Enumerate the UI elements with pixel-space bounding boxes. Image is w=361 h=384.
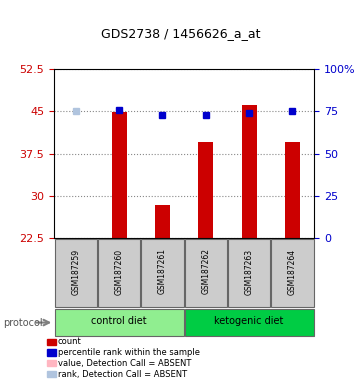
FancyBboxPatch shape bbox=[55, 309, 184, 336]
Text: GSM187259: GSM187259 bbox=[71, 248, 80, 295]
Text: GSM187261: GSM187261 bbox=[158, 248, 167, 295]
FancyBboxPatch shape bbox=[184, 309, 314, 336]
Text: rank, Detection Call = ABSENT: rank, Detection Call = ABSENT bbox=[58, 369, 187, 379]
Text: GDS2738 / 1456626_a_at: GDS2738 / 1456626_a_at bbox=[101, 27, 260, 40]
FancyBboxPatch shape bbox=[141, 239, 184, 306]
Text: GSM187263: GSM187263 bbox=[245, 248, 253, 295]
Text: GSM187260: GSM187260 bbox=[115, 248, 123, 295]
Bar bbox=[198, 142, 213, 238]
Bar bbox=[285, 142, 300, 238]
Bar bbox=[242, 104, 257, 238]
Text: protocol: protocol bbox=[4, 318, 43, 328]
Bar bbox=[155, 205, 170, 238]
Bar bbox=[112, 113, 127, 238]
FancyBboxPatch shape bbox=[98, 239, 140, 306]
Text: value, Detection Call = ABSENT: value, Detection Call = ABSENT bbox=[58, 359, 191, 368]
FancyBboxPatch shape bbox=[184, 239, 227, 306]
Text: control diet: control diet bbox=[91, 316, 147, 326]
Text: GSM187264: GSM187264 bbox=[288, 248, 297, 295]
Text: GSM187262: GSM187262 bbox=[201, 248, 210, 295]
FancyBboxPatch shape bbox=[271, 239, 314, 306]
Text: percentile rank within the sample: percentile rank within the sample bbox=[58, 348, 200, 357]
Text: ketogenic diet: ketogenic diet bbox=[214, 316, 284, 326]
FancyBboxPatch shape bbox=[228, 239, 270, 306]
FancyBboxPatch shape bbox=[55, 239, 97, 306]
Text: count: count bbox=[58, 337, 82, 346]
